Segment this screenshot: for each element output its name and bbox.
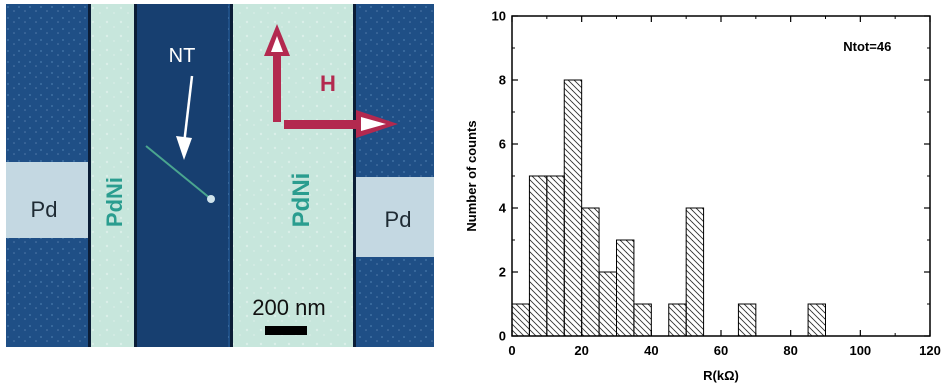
histogram-bar xyxy=(668,303,687,337)
x-axis-label: R(kΩ) xyxy=(703,368,739,383)
field-arrow-vertical xyxy=(264,24,290,122)
histogram-bar xyxy=(633,303,652,337)
x-tick-label: 60 xyxy=(714,343,728,358)
ticks-layer: 0 20 40 60 80 100 120 0 2 4 6 8 10 xyxy=(492,9,941,359)
field-arrow-horizontal xyxy=(284,110,398,138)
histogram-bar xyxy=(807,303,827,337)
scale-bar-label: 200 nm xyxy=(252,295,325,320)
x-tick-label: 20 xyxy=(574,343,588,358)
nt-arrow xyxy=(176,75,194,160)
field-label: H xyxy=(320,71,336,96)
scale-bar xyxy=(265,326,307,335)
x-tick-label: 40 xyxy=(644,343,658,358)
x-tick-label: 120 xyxy=(919,343,941,358)
pd-label-right: Pd xyxy=(385,207,412,232)
histogram-bar xyxy=(563,79,583,337)
nt-label: NT xyxy=(169,45,196,67)
x-tick-label: 0 xyxy=(508,343,515,358)
histogram-bar xyxy=(581,207,600,337)
y-tick-label: 10 xyxy=(492,9,506,24)
x-tick-label: 100 xyxy=(849,343,871,358)
pd-contact-right xyxy=(351,177,434,257)
x-tick-label: 80 xyxy=(783,343,797,358)
histogram-bar xyxy=(685,207,705,337)
y-axis-label: Number of counts xyxy=(464,120,479,231)
y-tick-label: 6 xyxy=(499,137,506,152)
nanotube xyxy=(145,145,212,200)
pdni-label-right: PdNi xyxy=(288,173,315,228)
bars-layer xyxy=(511,79,827,337)
ntot-annotation: Ntot=46 xyxy=(843,39,891,54)
histogram-bar xyxy=(598,271,617,337)
sem-micrograph: NT Pd Pd PdNi PdNi H 200 nm xyxy=(6,4,434,347)
pdni-label-left: PdNi xyxy=(102,177,127,227)
y-tick-label: 0 xyxy=(499,329,506,344)
pd-label-left: Pd xyxy=(31,197,58,222)
y-tick-label: 8 xyxy=(499,73,506,88)
y-tick-label: 4 xyxy=(499,201,507,216)
histogram-bar xyxy=(737,303,757,337)
y-tick-label: 2 xyxy=(499,265,506,280)
histogram-bar xyxy=(528,175,548,337)
histogram-bar xyxy=(511,303,530,337)
histogram-bar xyxy=(616,239,635,337)
histogram-bar xyxy=(546,175,565,337)
nanotube-end-particle xyxy=(207,195,215,203)
